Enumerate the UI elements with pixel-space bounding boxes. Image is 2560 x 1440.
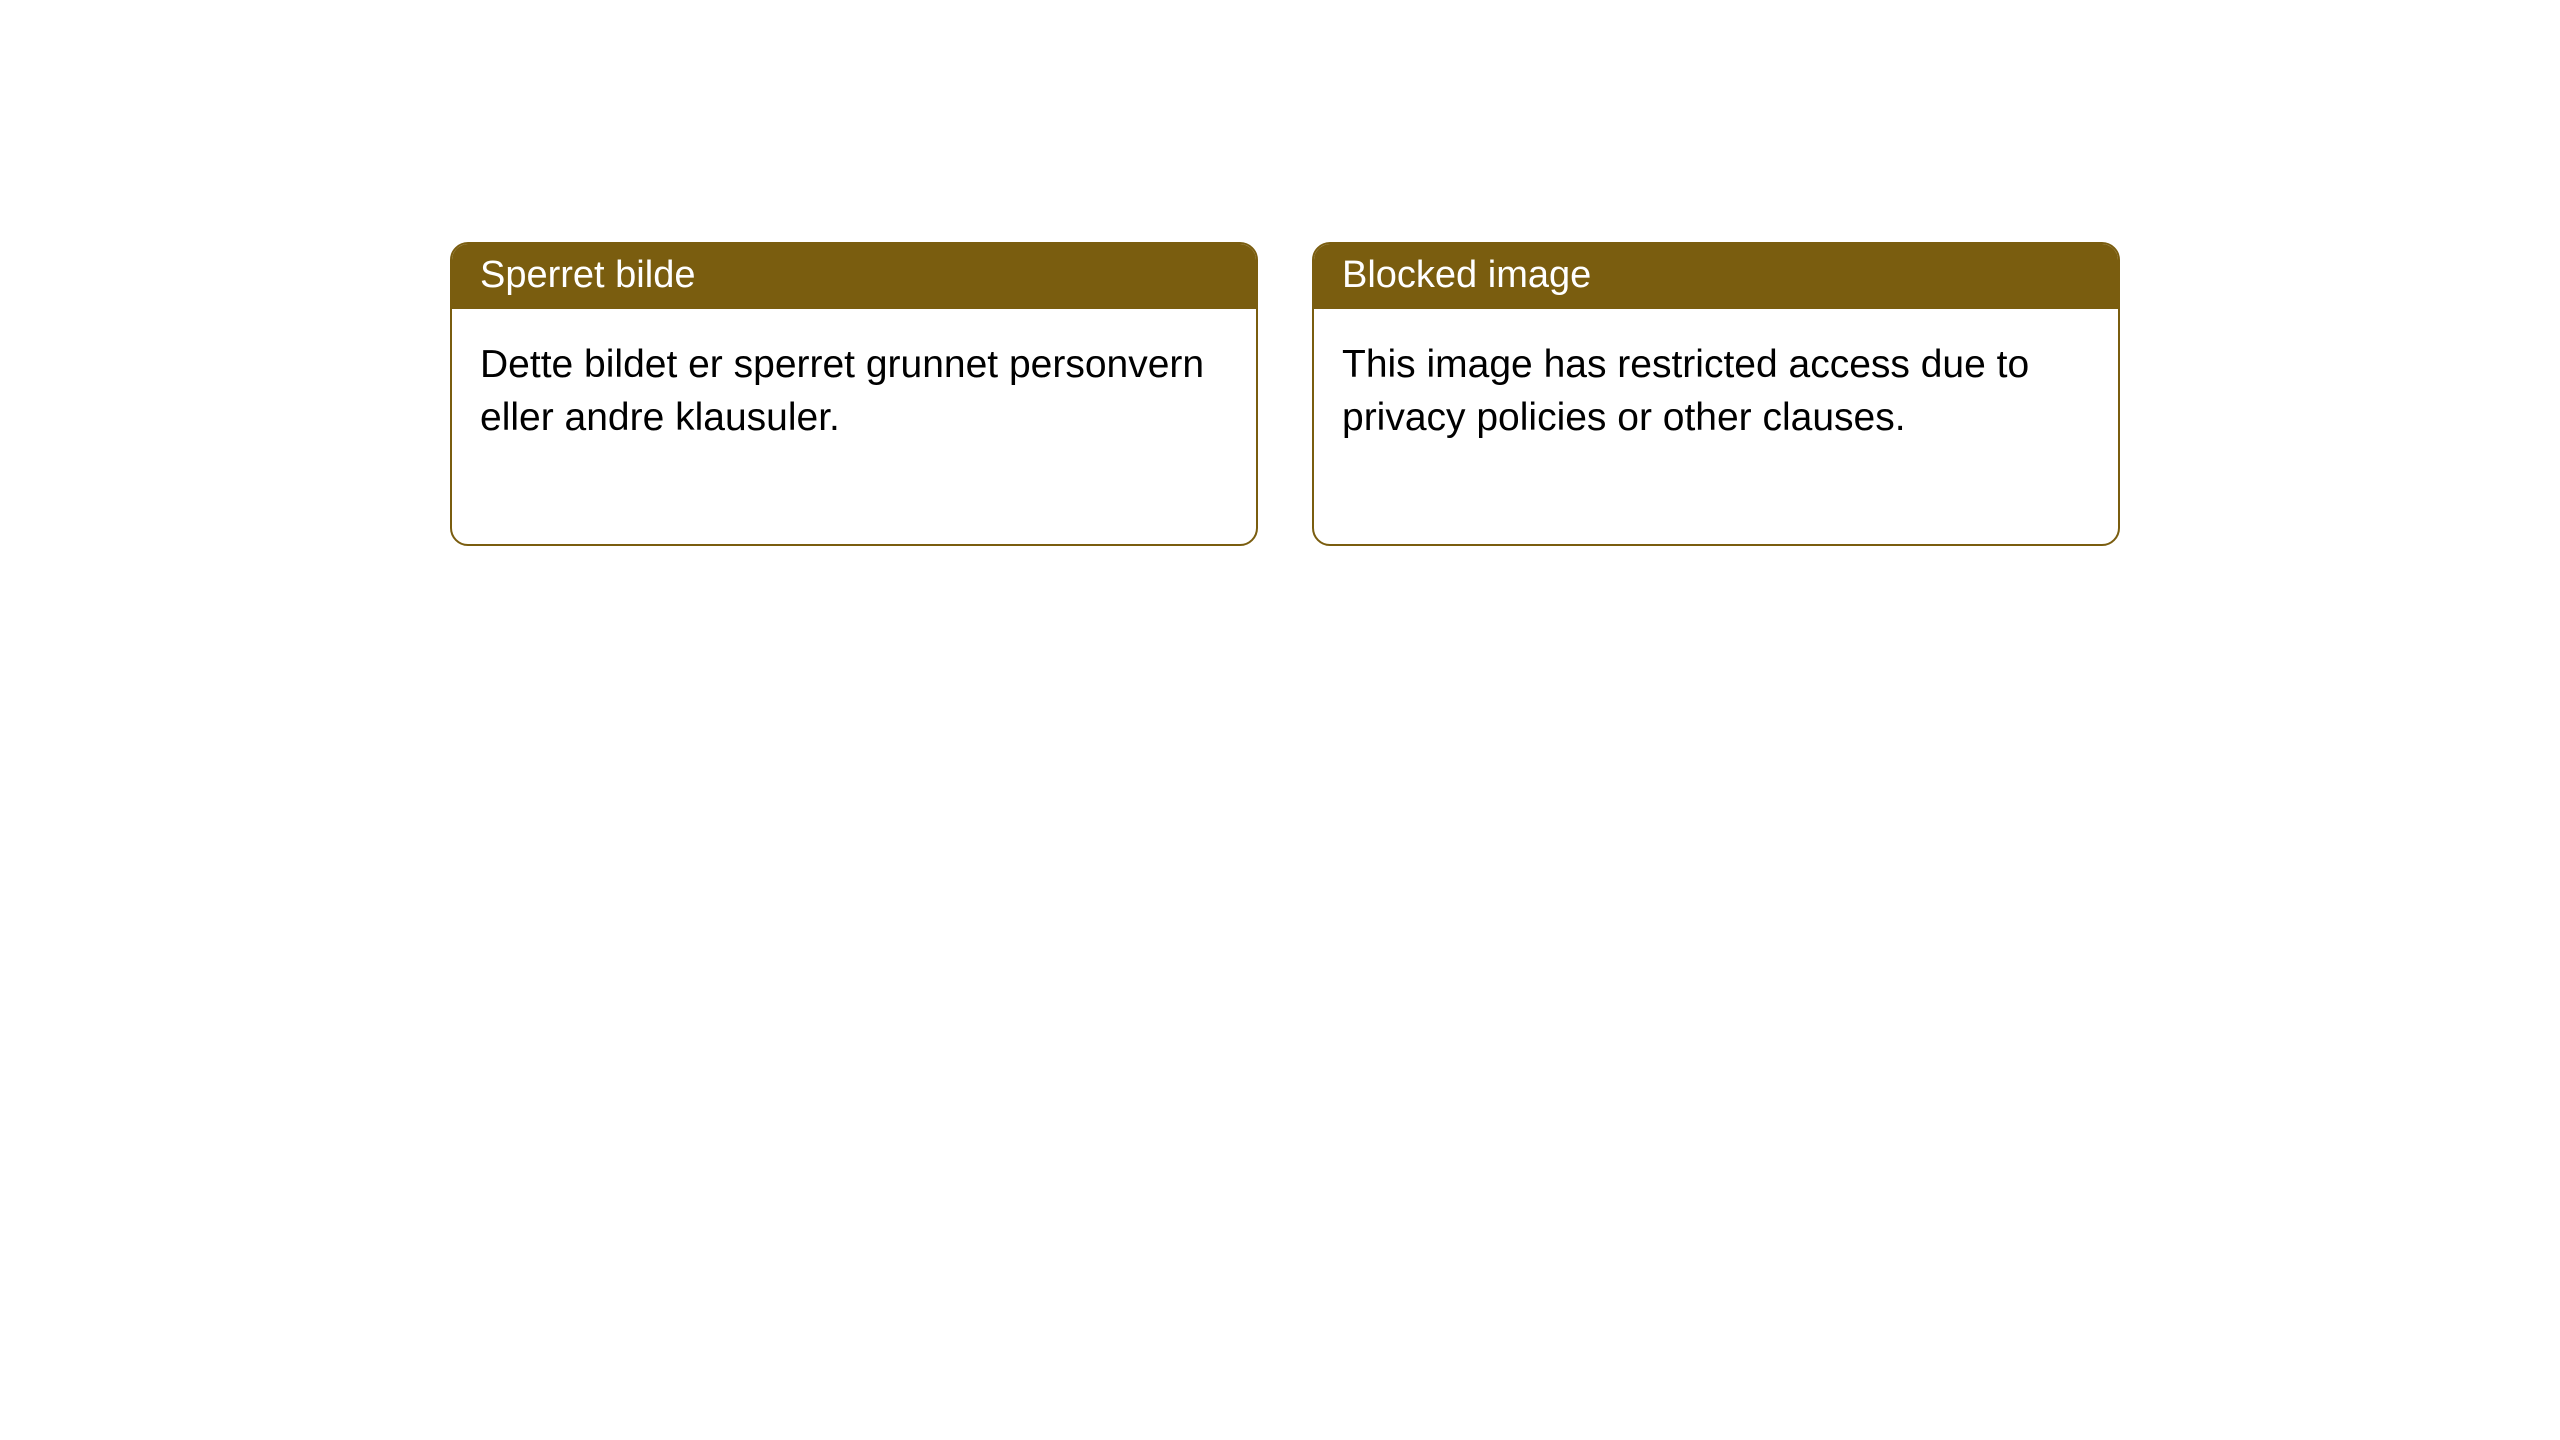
- card-header-norwegian: Sperret bilde: [452, 244, 1256, 309]
- card-message-english: This image has restricted access due to …: [1342, 343, 2029, 439]
- card-header-english: Blocked image: [1314, 244, 2118, 309]
- card-message-norwegian: Dette bildet er sperret grunnet personve…: [480, 343, 1204, 439]
- blocked-image-card-english: Blocked image This image has restricted …: [1312, 242, 2120, 546]
- card-title-norwegian: Sperret bilde: [480, 254, 695, 296]
- card-title-english: Blocked image: [1342, 254, 1591, 296]
- card-body-norwegian: Dette bildet er sperret grunnet personve…: [452, 309, 1256, 544]
- blocked-image-card-norwegian: Sperret bilde Dette bildet er sperret gr…: [450, 242, 1258, 546]
- notice-cards-container: Sperret bilde Dette bildet er sperret gr…: [450, 242, 2120, 546]
- card-body-english: This image has restricted access due to …: [1314, 309, 2118, 544]
